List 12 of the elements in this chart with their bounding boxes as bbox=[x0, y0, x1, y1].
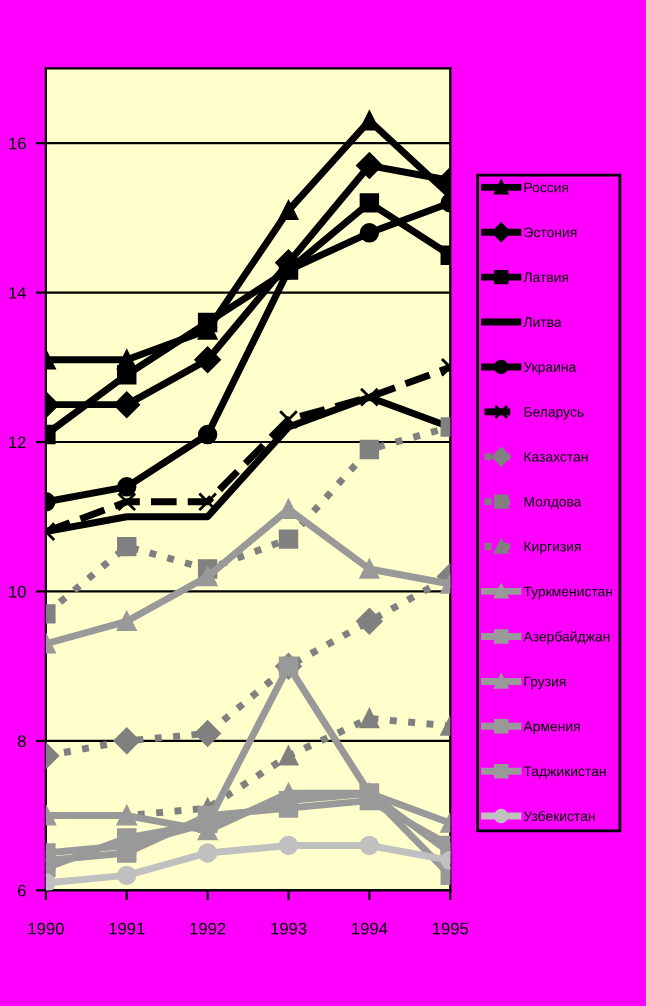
y-tick-label: 10 bbox=[9, 585, 26, 598]
x-tick-label: 1992 bbox=[190, 922, 226, 935]
x-tick-label: 1994 bbox=[352, 922, 388, 935]
x-tick-label: 1990 bbox=[28, 922, 64, 935]
y-tick-label: 8 bbox=[17, 735, 26, 748]
y-tick-label: 12 bbox=[9, 436, 26, 449]
y-tick-label: 16 bbox=[9, 137, 26, 150]
x-tick-label: 1995 bbox=[433, 922, 469, 935]
x-tick-label: 1991 bbox=[109, 922, 145, 935]
y-tick-label: 14 bbox=[9, 287, 26, 299]
x-tick-label: 1993 bbox=[271, 922, 307, 935]
y-tick-label: 6 bbox=[18, 884, 26, 897]
